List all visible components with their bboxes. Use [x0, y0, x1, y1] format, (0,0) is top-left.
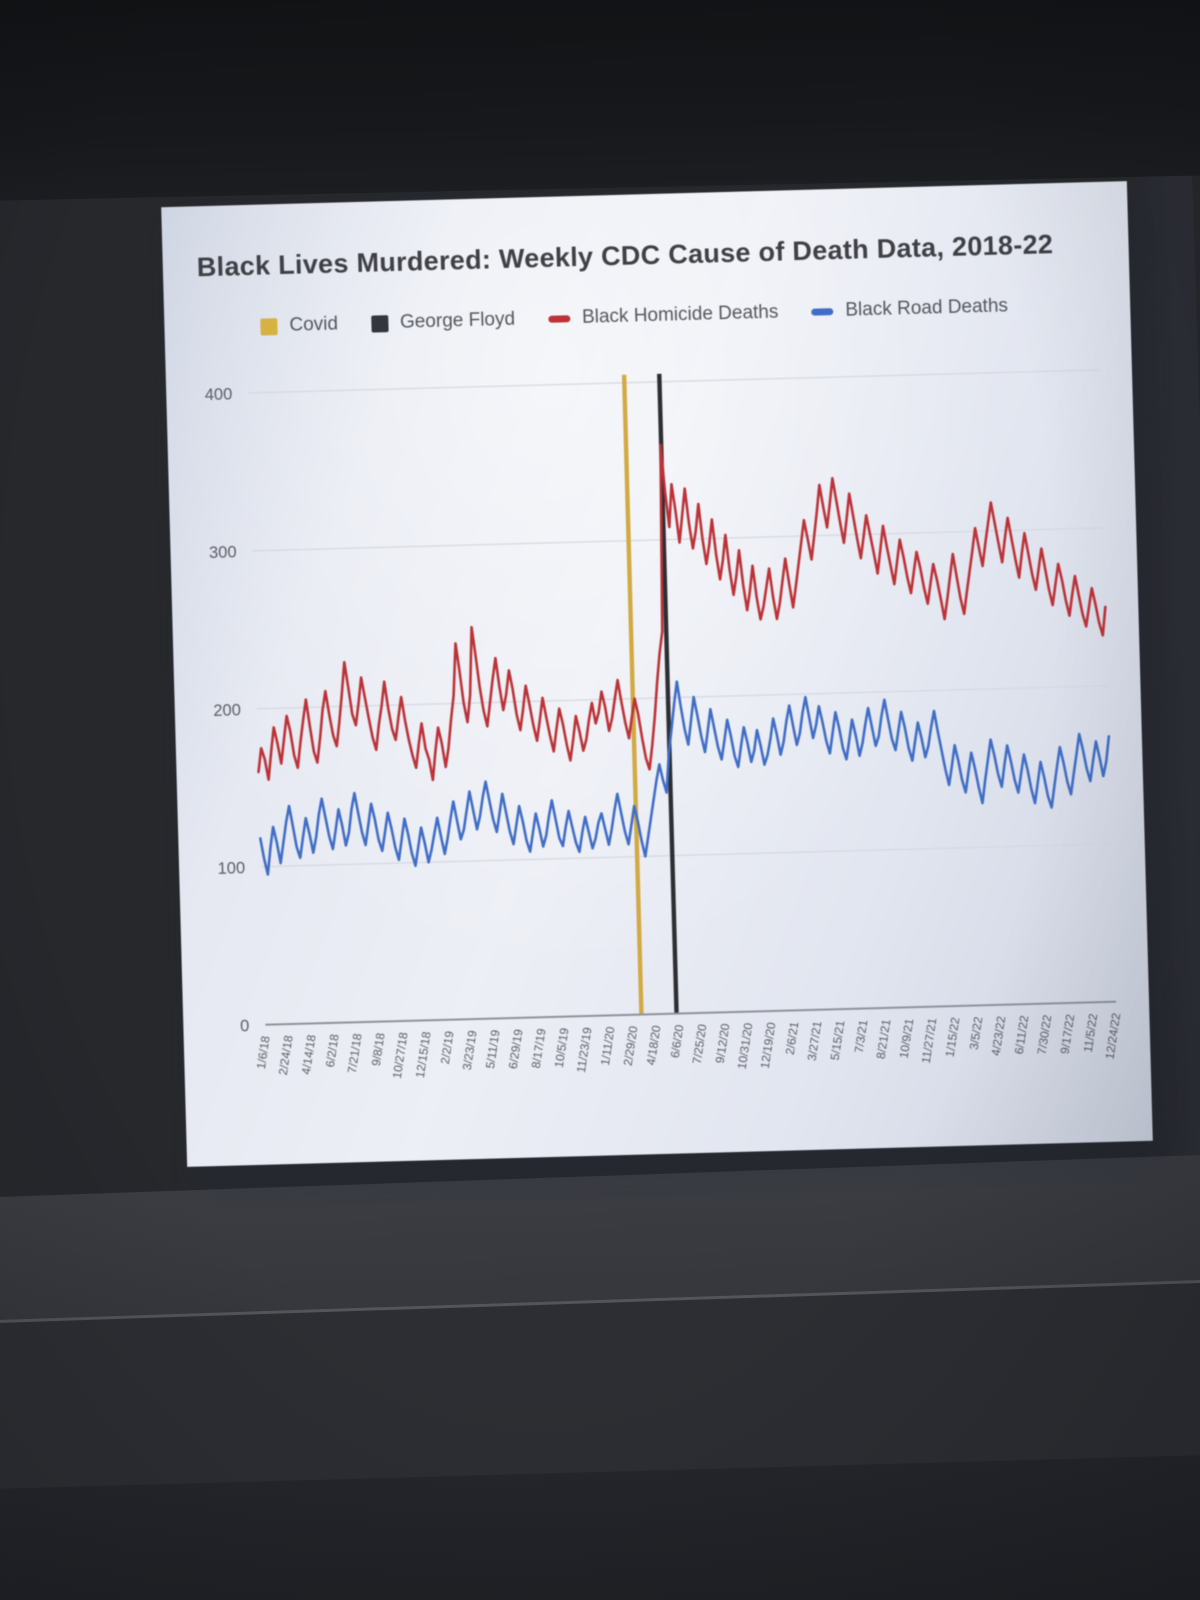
svg-text:11/5/22: 11/5/22 — [1081, 1012, 1101, 1053]
svg-text:4/14/18: 4/14/18 — [299, 1033, 319, 1075]
svg-text:9/17/22: 9/17/22 — [1058, 1013, 1078, 1055]
svg-text:6/11/22: 6/11/22 — [1012, 1014, 1032, 1055]
svg-text:1/11/20: 1/11/20 — [598, 1025, 618, 1066]
svg-text:0: 0 — [240, 1017, 250, 1035]
svg-text:9/12/20: 9/12/20 — [713, 1022, 733, 1064]
svg-text:5/11/19: 5/11/19 — [483, 1028, 503, 1069]
svg-text:10/9/21: 10/9/21 — [897, 1017, 917, 1059]
svg-text:8/21/21: 8/21/21 — [874, 1018, 894, 1060]
svg-text:6/2/18: 6/2/18 — [323, 1033, 342, 1068]
svg-text:2/29/20: 2/29/20 — [621, 1025, 641, 1067]
svg-text:100: 100 — [217, 859, 245, 878]
svg-text:7/21/18: 7/21/18 — [345, 1032, 365, 1074]
svg-text:12/24/22: 12/24/22 — [1103, 1012, 1124, 1061]
svg-text:11/23/19: 11/23/19 — [574, 1026, 595, 1074]
svg-text:4/23/22: 4/23/22 — [989, 1015, 1009, 1057]
svg-text:200: 200 — [213, 701, 241, 720]
svg-text:10/31/20: 10/31/20 — [735, 1022, 756, 1071]
svg-text:300: 300 — [209, 543, 237, 562]
svg-text:400: 400 — [205, 385, 233, 404]
svg-text:12/15/18: 12/15/18 — [413, 1030, 434, 1079]
svg-text:4/18/20: 4/18/20 — [644, 1024, 664, 1066]
svg-text:9/8/18: 9/8/18 — [369, 1032, 388, 1067]
svg-text:2/2/19: 2/2/19 — [438, 1030, 457, 1065]
svg-text:10/5/19: 10/5/19 — [552, 1027, 572, 1069]
svg-text:10/27/18: 10/27/18 — [390, 1031, 411, 1080]
svg-text:8/17/19: 8/17/19 — [529, 1027, 549, 1069]
svg-text:3/27/21: 3/27/21 — [805, 1020, 825, 1062]
svg-text:2/24/18: 2/24/18 — [276, 1034, 296, 1076]
slide: Black Lives Murdered: Weekly CDC Cause o… — [161, 181, 1153, 1167]
svg-text:11/27/21: 11/27/21 — [919, 1017, 940, 1065]
svg-text:3/5/22: 3/5/22 — [967, 1015, 986, 1050]
svg-text:1/6/18: 1/6/18 — [254, 1035, 273, 1070]
dark-wall-top — [0, 0, 1200, 202]
svg-text:3/23/19: 3/23/19 — [460, 1029, 480, 1071]
svg-text:2/6/21: 2/6/21 — [783, 1020, 802, 1055]
svg-text:7/3/21: 7/3/21 — [852, 1019, 871, 1054]
svg-text:5/15/21: 5/15/21 — [828, 1019, 848, 1061]
svg-text:7/25/20: 7/25/20 — [690, 1023, 710, 1065]
svg-text:1/15/22: 1/15/22 — [943, 1016, 963, 1058]
svg-text:6/29/19: 6/29/19 — [506, 1028, 526, 1070]
svg-text:7/30/22: 7/30/22 — [1035, 1014, 1055, 1056]
svg-text:12/19/20: 12/19/20 — [758, 1021, 779, 1070]
svg-text:6/6/20: 6/6/20 — [668, 1023, 687, 1058]
